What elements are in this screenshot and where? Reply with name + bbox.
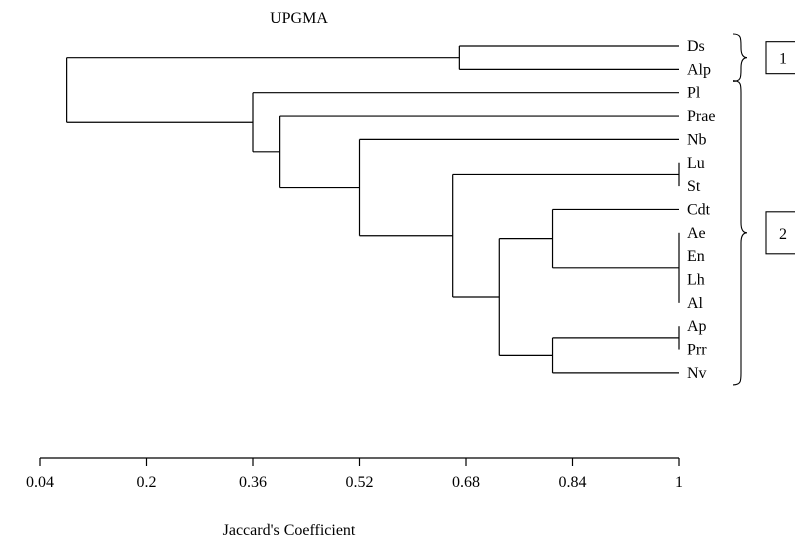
group-brace-1 — [732, 33, 748, 82]
cluster-root — [66, 57, 460, 123]
cluster-n7 — [452, 173, 679, 298]
x-axis: 0.04 0.2 0.36 0.52 0.68 0.84 1 — [26, 457, 683, 491]
x-tick-label-0: 0.04 — [26, 474, 54, 491]
leaf-label-prae: Prae — [687, 108, 715, 125]
leaf-label-nb: Nb — [687, 131, 707, 148]
leaf-label-lh: Lh — [687, 272, 705, 289]
group-label-1: 1 — [779, 51, 787, 68]
group-braces: 12 — [732, 33, 795, 386]
leaf-label-st: St — [687, 178, 701, 195]
leaf-labels: Ds Alp Pl Prae Nb Lu St Cdt Ae En Lh Al Ap Prr Nv — [687, 38, 715, 382]
leaf-label-al: Al — [687, 295, 704, 312]
x-tick-label-4: 0.68 — [452, 474, 480, 491]
leaf-label-lu: Lu — [687, 155, 705, 172]
leaf-label-en: En — [687, 248, 705, 265]
group-box-2 — [765, 211, 795, 255]
leaf-label-alp: Alp — [687, 61, 711, 78]
leaf-label-ae: Ae — [687, 225, 706, 242]
group-1: 1 — [732, 33, 795, 82]
cluster-n4 — [551, 208, 679, 269]
cluster-n11 — [458, 45, 679, 70]
x-tick-label-6: 1 — [675, 474, 683, 491]
x-tick-label-5: 0.84 — [559, 474, 587, 491]
x-tick-label-2: 0.36 — [239, 474, 267, 491]
leaf-label-prr: Prr — [687, 342, 707, 359]
chart-title: UPGMA — [270, 10, 328, 27]
x-tick-label-3: 0.52 — [346, 474, 374, 491]
x-tick-label-1: 0.2 — [137, 474, 157, 491]
cluster-n9 — [279, 115, 679, 189]
leaf-label-nv: Nv — [687, 365, 707, 382]
cluster-n8 — [358, 138, 679, 237]
leaf-label-pl: Pl — [687, 85, 701, 102]
cluster-n5 — [551, 337, 679, 374]
group-box-1 — [765, 41, 795, 75]
cluster-n6 — [498, 238, 553, 356]
leaf-label-ap: Ap — [687, 318, 707, 335]
x-axis-label: Jaccard's Coefficient — [223, 522, 356, 539]
group-2: 2 — [732, 80, 795, 386]
leaf-label-cdt: Cdt — [687, 201, 711, 218]
group-brace-2 — [732, 80, 748, 386]
leaf-label-ds: Ds — [687, 38, 705, 55]
cluster-n10 — [252, 92, 679, 153]
group-label-2: 2 — [779, 226, 787, 243]
dendrogram-tree — [66, 45, 680, 374]
